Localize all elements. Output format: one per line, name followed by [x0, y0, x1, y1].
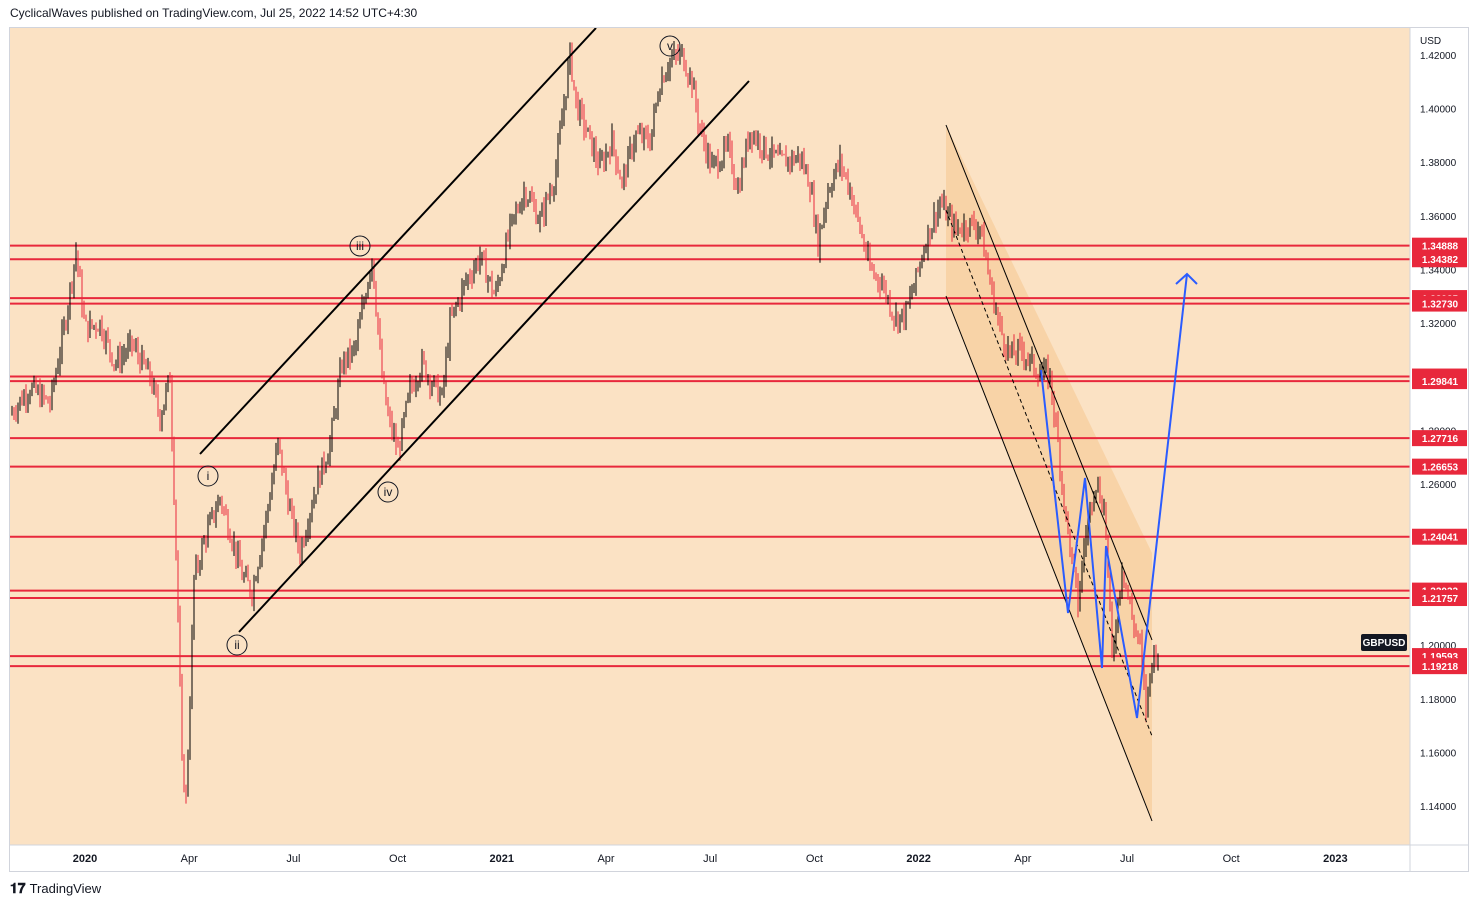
- level-tag-bg-8: [1412, 528, 1467, 545]
- wave-label-i-circle: [197, 465, 219, 487]
- wave-label-iii-text: iii: [356, 239, 364, 253]
- descending-channel-lower-line: [945, 295, 1153, 822]
- level-tag-bg-0: [1412, 237, 1467, 254]
- y-tick-label-12: 1.18000: [1420, 695, 1457, 706]
- level-tag-bg-12: [1412, 658, 1467, 675]
- currency-label: USD: [1420, 36, 1441, 47]
- x-tick-label-9: Apr: [1014, 853, 1031, 865]
- y-tick-label-2: 1.38000: [1420, 158, 1457, 169]
- footer-brand[interactable]: 𝟏𝟕 TradingView: [10, 880, 101, 897]
- level-tag-6: 1.27716: [1422, 434, 1459, 445]
- x-tick-label-7: Oct: [806, 853, 823, 865]
- level-tag-1: 1.34382: [1422, 255, 1459, 266]
- level-tag-12: 1.19218: [1422, 662, 1459, 673]
- wave-label-iii-circle: [349, 235, 371, 257]
- wave-label-ii-circle: [226, 634, 248, 656]
- wave-label-i: i: [197, 465, 219, 487]
- symbol-tag: GBPUSD: [1361, 634, 1407, 651]
- ascending-channel-upper-line: [199, 27, 597, 455]
- level-tag-11: 1.19593: [1422, 652, 1459, 663]
- time-axis[interactable]: 2020 Apr Jul Oct 2021 Apr Jul Oct 2022 Apr Jul Oct 2…: [73, 853, 1348, 865]
- level-tag-3: 1.32730: [1422, 300, 1459, 311]
- trend-drawings: [199, 27, 1198, 822]
- y-tick-label-3: 1.36000: [1420, 212, 1457, 223]
- wave-label-iv-text: iv: [384, 485, 393, 499]
- x-tick-label-11: Oct: [1223, 853, 1240, 865]
- publish-header: CyclicalWaves published on TradingView.c…: [10, 6, 418, 20]
- wave-label-ii: ii: [226, 634, 248, 656]
- x-tick-label-4: 2021: [490, 853, 514, 865]
- y-tick-label-0: 1.42000: [1420, 51, 1457, 62]
- level-tag-bg-7: [1412, 458, 1467, 475]
- y-tick-label-1: 1.40000: [1420, 105, 1457, 116]
- level-tag-bg-3: [1412, 295, 1467, 312]
- x-tick-label-1: Apr: [181, 853, 198, 865]
- tradingview-logo-icon: 𝟏𝟕: [10, 880, 26, 896]
- x-tick-label-10: Jul: [1120, 853, 1134, 865]
- level-tag-0: 1.34888: [1422, 242, 1459, 253]
- x-tick-label-8: 2022: [906, 853, 930, 865]
- symbol-tag-bg: [1361, 634, 1407, 651]
- x-tick-label-0: 2020: [73, 853, 97, 865]
- level-tag-bg-1: [1412, 251, 1467, 268]
- wave-label-ii-text: ii: [234, 638, 239, 652]
- horizontal-levels: [10, 244, 1410, 668]
- candles: [11, 40, 1159, 804]
- footer-brand-label: TradingView: [29, 881, 102, 896]
- chart-frame: i ii iii iv v USD 1.42000 1.40000 1.38000 1…: [9, 27, 1469, 872]
- projection-arrowhead: [1175, 272, 1198, 285]
- wave-labels: i ii iii iv v: [197, 35, 681, 656]
- level-tag-bg-6: [1412, 430, 1467, 447]
- level-tag-5: 1.29841: [1422, 377, 1459, 388]
- level-tag-10: 1.21757: [1422, 594, 1459, 605]
- y-tick-label-8: 1.26000: [1420, 480, 1457, 491]
- x-tick-label-6: Jul: [703, 853, 717, 865]
- descending-channel-midline: [945, 209, 1153, 737]
- symbol-tag-text: GBPUSD: [1363, 638, 1406, 649]
- level-tag-bg-10: [1412, 590, 1467, 607]
- wave-label-i-text: i: [207, 469, 210, 483]
- wave-label-v-text: v: [667, 39, 673, 53]
- x-tick-label-2: Jul: [286, 853, 300, 865]
- wave-label-iii: iii: [349, 235, 371, 257]
- y-tick-label-13: 1.16000: [1420, 749, 1457, 760]
- level-tag-8: 1.24041: [1422, 533, 1459, 544]
- y-tick-label-14: 1.14000: [1420, 802, 1457, 813]
- x-tick-label-3: Oct: [389, 853, 406, 865]
- y-tick-label-4: 1.34000: [1420, 266, 1457, 277]
- wave-label-iv: iv: [377, 481, 399, 503]
- price-chart[interactable]: i ii iii iv v USD 1.42000 1.40000 1.38000 1…: [10, 27, 1468, 871]
- y-tick-label-5: 1.32000: [1420, 319, 1457, 330]
- x-tick-label-5: Apr: [597, 853, 614, 865]
- y-tick-label-11: 1.20000: [1420, 641, 1457, 652]
- wave-label-v: v: [659, 35, 681, 57]
- descending-channel-upper-line: [945, 124, 1153, 641]
- level-tag-7: 1.26653: [1422, 463, 1459, 474]
- wave-label-iv-circle: [377, 481, 399, 503]
- level-tag-bg-5: [1412, 373, 1467, 390]
- wave-label-v-circle: [659, 35, 681, 57]
- ascending-channel-lower-line: [238, 80, 750, 633]
- wave-projection-line: [1040, 273, 1188, 719]
- level-price-tags: 1.348881.343821.329351.327301.300111.298…: [1412, 237, 1467, 675]
- x-tick-label-12: 2023: [1323, 853, 1347, 865]
